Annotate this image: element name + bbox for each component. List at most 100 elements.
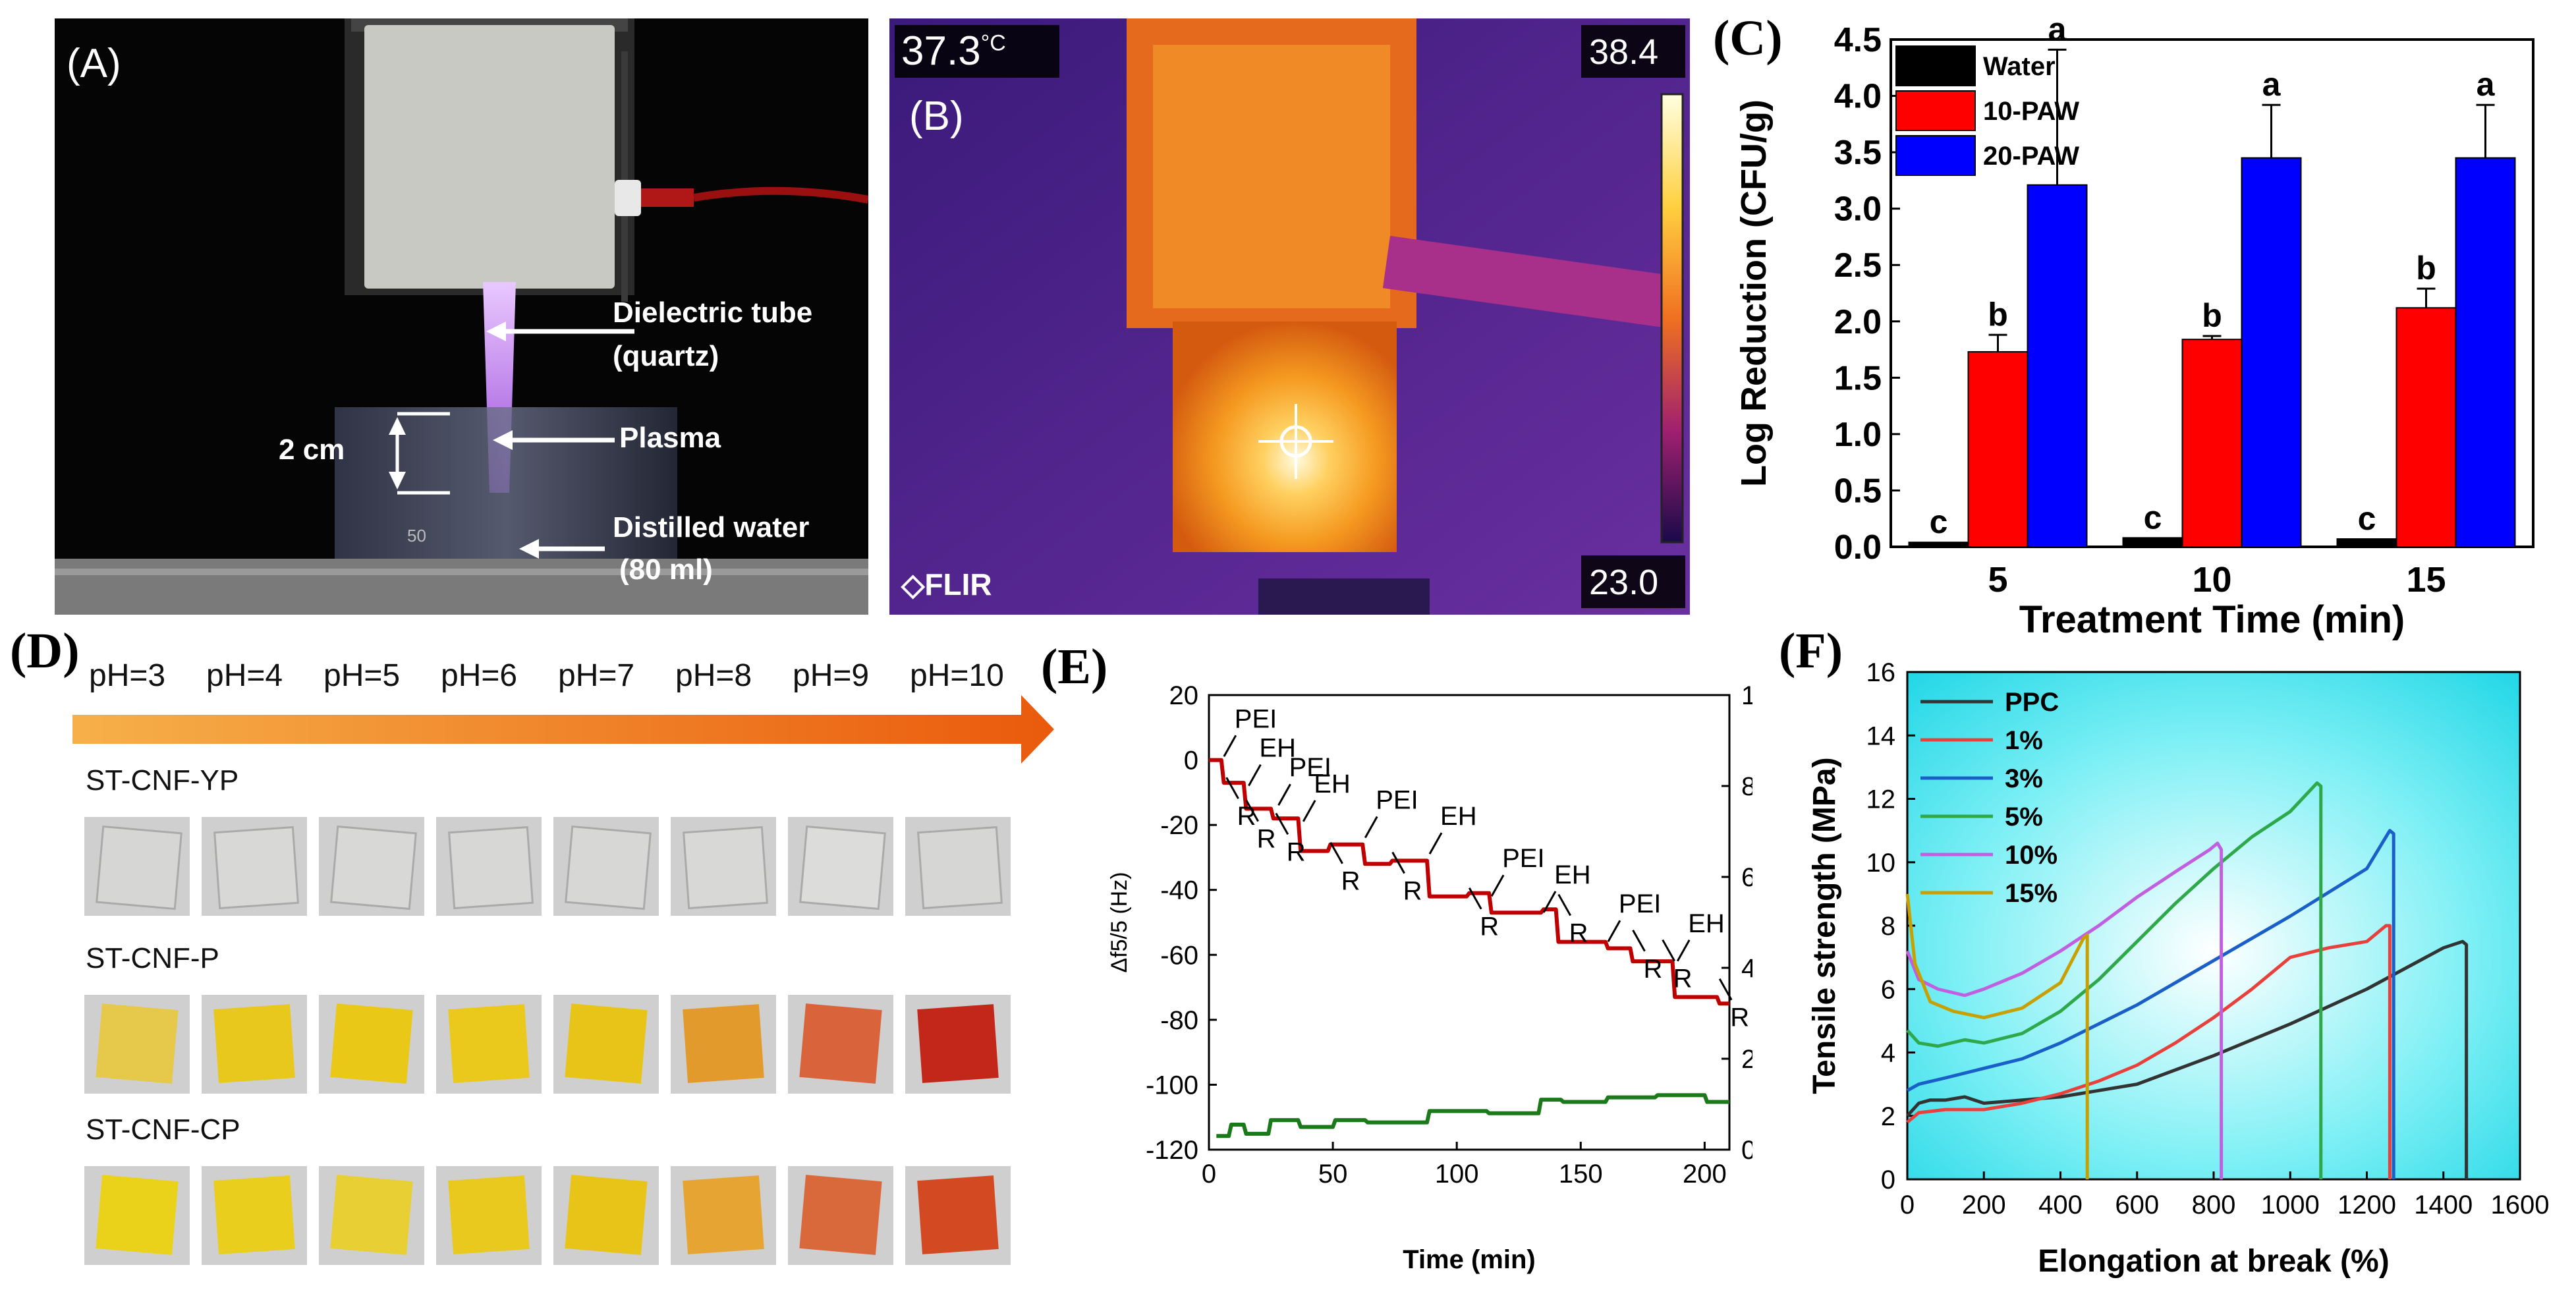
plasma-arrow-head	[493, 430, 513, 450]
line-chart-e: 200-20-40-60-80-100-12010864200501001502…	[1107, 681, 1771, 1274]
ph-label: pH=4	[206, 658, 283, 693]
sample-row-title: ST-CNF-CP	[86, 1113, 240, 1146]
bar-chart-c: 0.0 0.5 1.0 1.5 2.0 2.5 3.0 3.5 4.0 4.5 5 c b a 10 c b a 1…	[1734, 11, 2534, 641]
step-arrow	[1277, 783, 1291, 806]
y-tick-label: 8	[1881, 912, 1895, 941]
sample-film	[330, 1175, 413, 1255]
legend-label: 20-PAW	[1983, 142, 2079, 171]
sample-film	[96, 1175, 179, 1255]
legend-label: 5%	[2005, 802, 2043, 831]
panel-b-label: (B)	[909, 94, 964, 139]
plot-frame	[1208, 694, 1731, 1151]
x-tick-label: 10	[2192, 560, 2231, 600]
step-annotation: PEI	[1619, 889, 1661, 918]
x-tick-label: 1000	[2261, 1191, 2320, 1220]
water-arrow-head	[519, 539, 539, 559]
y-tick-label: 3.5	[1834, 134, 1882, 172]
sample-film	[565, 1003, 648, 1084]
bar-10-paw	[1967, 351, 2029, 547]
tube-arrow-head	[486, 322, 506, 341]
step-annotation: R	[1237, 802, 1256, 831]
sample-film	[96, 1003, 179, 1084]
x-tick-label: 200	[1683, 1160, 1727, 1189]
x-tick-label: 600	[2115, 1191, 2159, 1220]
sample-film	[330, 1003, 413, 1084]
y-tick-label: 2.0	[1834, 303, 1882, 341]
x-tick-label: 1200	[2338, 1191, 2396, 1220]
y-tick-label: 10	[1866, 849, 1896, 878]
sample-film	[683, 826, 768, 910]
ph-label: pH=10	[910, 658, 1004, 693]
y-tick-label: 14	[1866, 721, 1896, 750]
x-tick-label: 1600	[2491, 1191, 2550, 1220]
significance-letter: b	[2202, 297, 2222, 334]
step-arrow	[1607, 920, 1621, 942]
sample-film	[799, 1175, 882, 1255]
flir-brand-text: FLIR	[924, 567, 992, 602]
flir-diamond-icon: ◇	[901, 567, 925, 602]
legend-label: Water	[1983, 52, 2056, 81]
panel-e-label: (E)	[1041, 639, 1108, 694]
bar-20-paw	[2027, 184, 2088, 547]
y-tick-label: 0	[1184, 746, 1198, 775]
annotation-dielectric-tube: Dielectric tube	[613, 296, 813, 329]
step-arrow	[1248, 764, 1262, 787]
sample-film	[917, 1004, 999, 1083]
y-tick-label: 4.5	[1834, 21, 1882, 59]
step-arrow	[1428, 832, 1443, 855]
scale-max-label: 38.4	[1589, 32, 1659, 72]
step-annotation: PEI	[1289, 753, 1331, 782]
panel-b-thermal: 37.3°C 38.4 23.0 (B) ◇FLIR	[889, 18, 1690, 615]
x-tick-label: 50	[1318, 1160, 1348, 1189]
step-arrow	[1223, 735, 1237, 758]
y2-tick-label: 4	[1741, 954, 1752, 983]
y-tick-label: -60	[1160, 941, 1198, 970]
bar-20-paw	[2455, 157, 2516, 547]
step-arrow	[1330, 841, 1343, 864]
ph-label: pH=3	[89, 658, 166, 693]
series-line	[1906, 781, 2323, 1179]
legend-label: 10-PAW	[1983, 97, 2079, 126]
step-arrow	[1275, 812, 1289, 835]
annotation-plasma: Plasma	[619, 422, 721, 454]
step-annotation: EH	[1688, 909, 1725, 938]
step-annotation: R	[1403, 877, 1422, 906]
sample-film	[448, 826, 534, 910]
sample-film	[683, 1175, 764, 1254]
y-tick-label: 0.0	[1834, 528, 1882, 567]
y-tick-label: 3.0	[1834, 190, 1882, 229]
annotation-beaker-mark: 50	[407, 526, 426, 546]
panel-f: (F) 0 2 4 6 8 10 12 14 16 0 200 400 600 800 1000 1200 14…	[1752, 619, 2576, 1287]
sample-film	[565, 1175, 648, 1255]
step-arrow	[1662, 939, 1675, 962]
sample-film	[917, 826, 1003, 910]
series-line	[1906, 939, 2469, 1179]
step-arrow	[1676, 939, 1691, 962]
x-tick-label: 400	[2038, 1191, 2083, 1220]
sample-film	[799, 1003, 882, 1084]
annotation-quartz: (quartz)	[613, 340, 719, 372]
sample-film	[683, 1004, 764, 1083]
temperature-scale-bar	[1660, 93, 1684, 544]
ph-gradient-arrow	[72, 695, 1054, 764]
ph-label: pH=9	[793, 658, 870, 693]
y2-tick-label: 8	[1741, 772, 1752, 801]
y-tick-label: -20	[1160, 811, 1198, 840]
y-tick-label: 4.0	[1834, 78, 1882, 116]
y2-tick-label: 0	[1741, 1136, 1752, 1165]
x-tick-label: 0	[1202, 1160, 1216, 1189]
x-tick-label: 100	[1435, 1160, 1479, 1189]
step-annotation: R	[1569, 919, 1588, 948]
significance-letter: b	[1988, 296, 2008, 333]
panel-d: (D) pH=3 pH=4 pH=5 pH=6 pH=7 pH=8 pH=9 pH=10 ST…	[0, 619, 1067, 1287]
y-axis-title: Tensile strength (MPa)	[1807, 757, 1842, 1094]
x-tick-label: 15	[2406, 560, 2446, 600]
panel-d-label: (D)	[10, 623, 80, 679]
sample-film	[917, 1175, 999, 1254]
annotation-volume: (80 ml)	[619, 553, 713, 586]
step-arrow	[1225, 777, 1239, 799]
y2-tick-label: 2	[1741, 1045, 1752, 1074]
x-axis-title: Time (min)	[1403, 1245, 1536, 1274]
step-arrow	[1632, 930, 1646, 952]
y-axis-title: Log Reduction (CFU/g)	[1734, 99, 1774, 487]
